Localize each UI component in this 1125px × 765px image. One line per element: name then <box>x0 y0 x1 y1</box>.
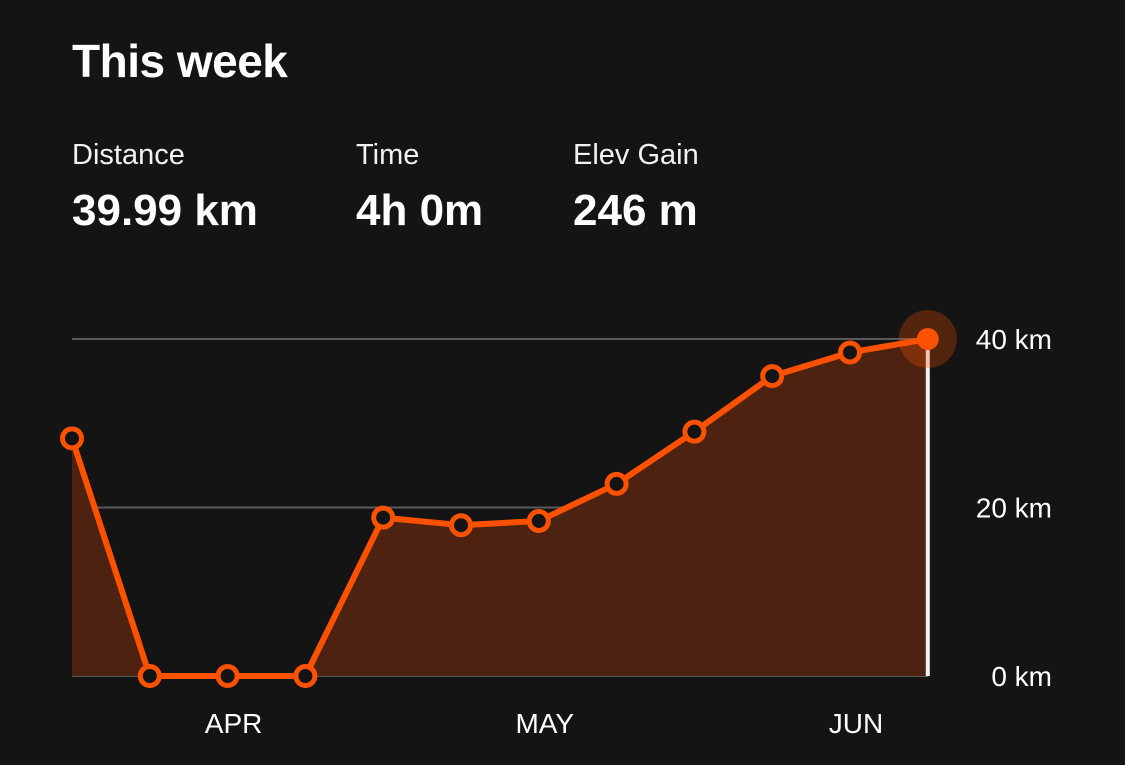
data-point[interactable] <box>604 471 629 496</box>
data-point[interactable] <box>60 426 84 451</box>
series-line <box>69 336 931 679</box>
x-tick-label: MAY <box>515 708 574 739</box>
data-point[interactable] <box>760 364 785 389</box>
stat-distance-value: 39.99 km <box>72 186 258 235</box>
data-point[interactable] <box>449 513 473 538</box>
y-tick-label: 40 km <box>976 324 1052 355</box>
stat-elev-gain: Elev Gain 246 m <box>573 138 699 236</box>
x-axis-labels: APR MAY JUN <box>205 708 883 739</box>
y-axis-labels: 0 km 20 km 40 km <box>976 324 1052 692</box>
data-point[interactable] <box>215 664 240 688</box>
data-points <box>60 310 957 688</box>
selected-data-point[interactable] <box>916 328 939 351</box>
area-fill <box>72 339 928 676</box>
stat-distance-label: Distance <box>72 139 185 171</box>
data-point[interactable] <box>526 508 551 533</box>
data-point[interactable] <box>293 664 318 688</box>
data-point[interactable] <box>682 419 707 444</box>
stat-time-value: 4h 0m <box>356 186 484 235</box>
stat-elev-gain-label: Elev Gain <box>573 139 699 171</box>
data-point[interactable] <box>371 505 396 530</box>
data-point[interactable] <box>137 664 162 688</box>
stat-time-label: Time <box>356 139 420 171</box>
stat-time: Time 4h 0m <box>356 138 483 236</box>
x-tick-label: JUN <box>829 708 883 739</box>
x-tick-label: APR <box>205 708 263 739</box>
y-tick-label: 0 km <box>991 661 1052 692</box>
stat-distance: Distance 39.99 km <box>72 138 258 236</box>
data-point[interactable] <box>838 340 862 365</box>
y-tick-label: 20 km <box>976 493 1052 524</box>
page-title: This week <box>72 35 288 87</box>
stat-elev-gain-value: 246 m <box>573 186 698 235</box>
